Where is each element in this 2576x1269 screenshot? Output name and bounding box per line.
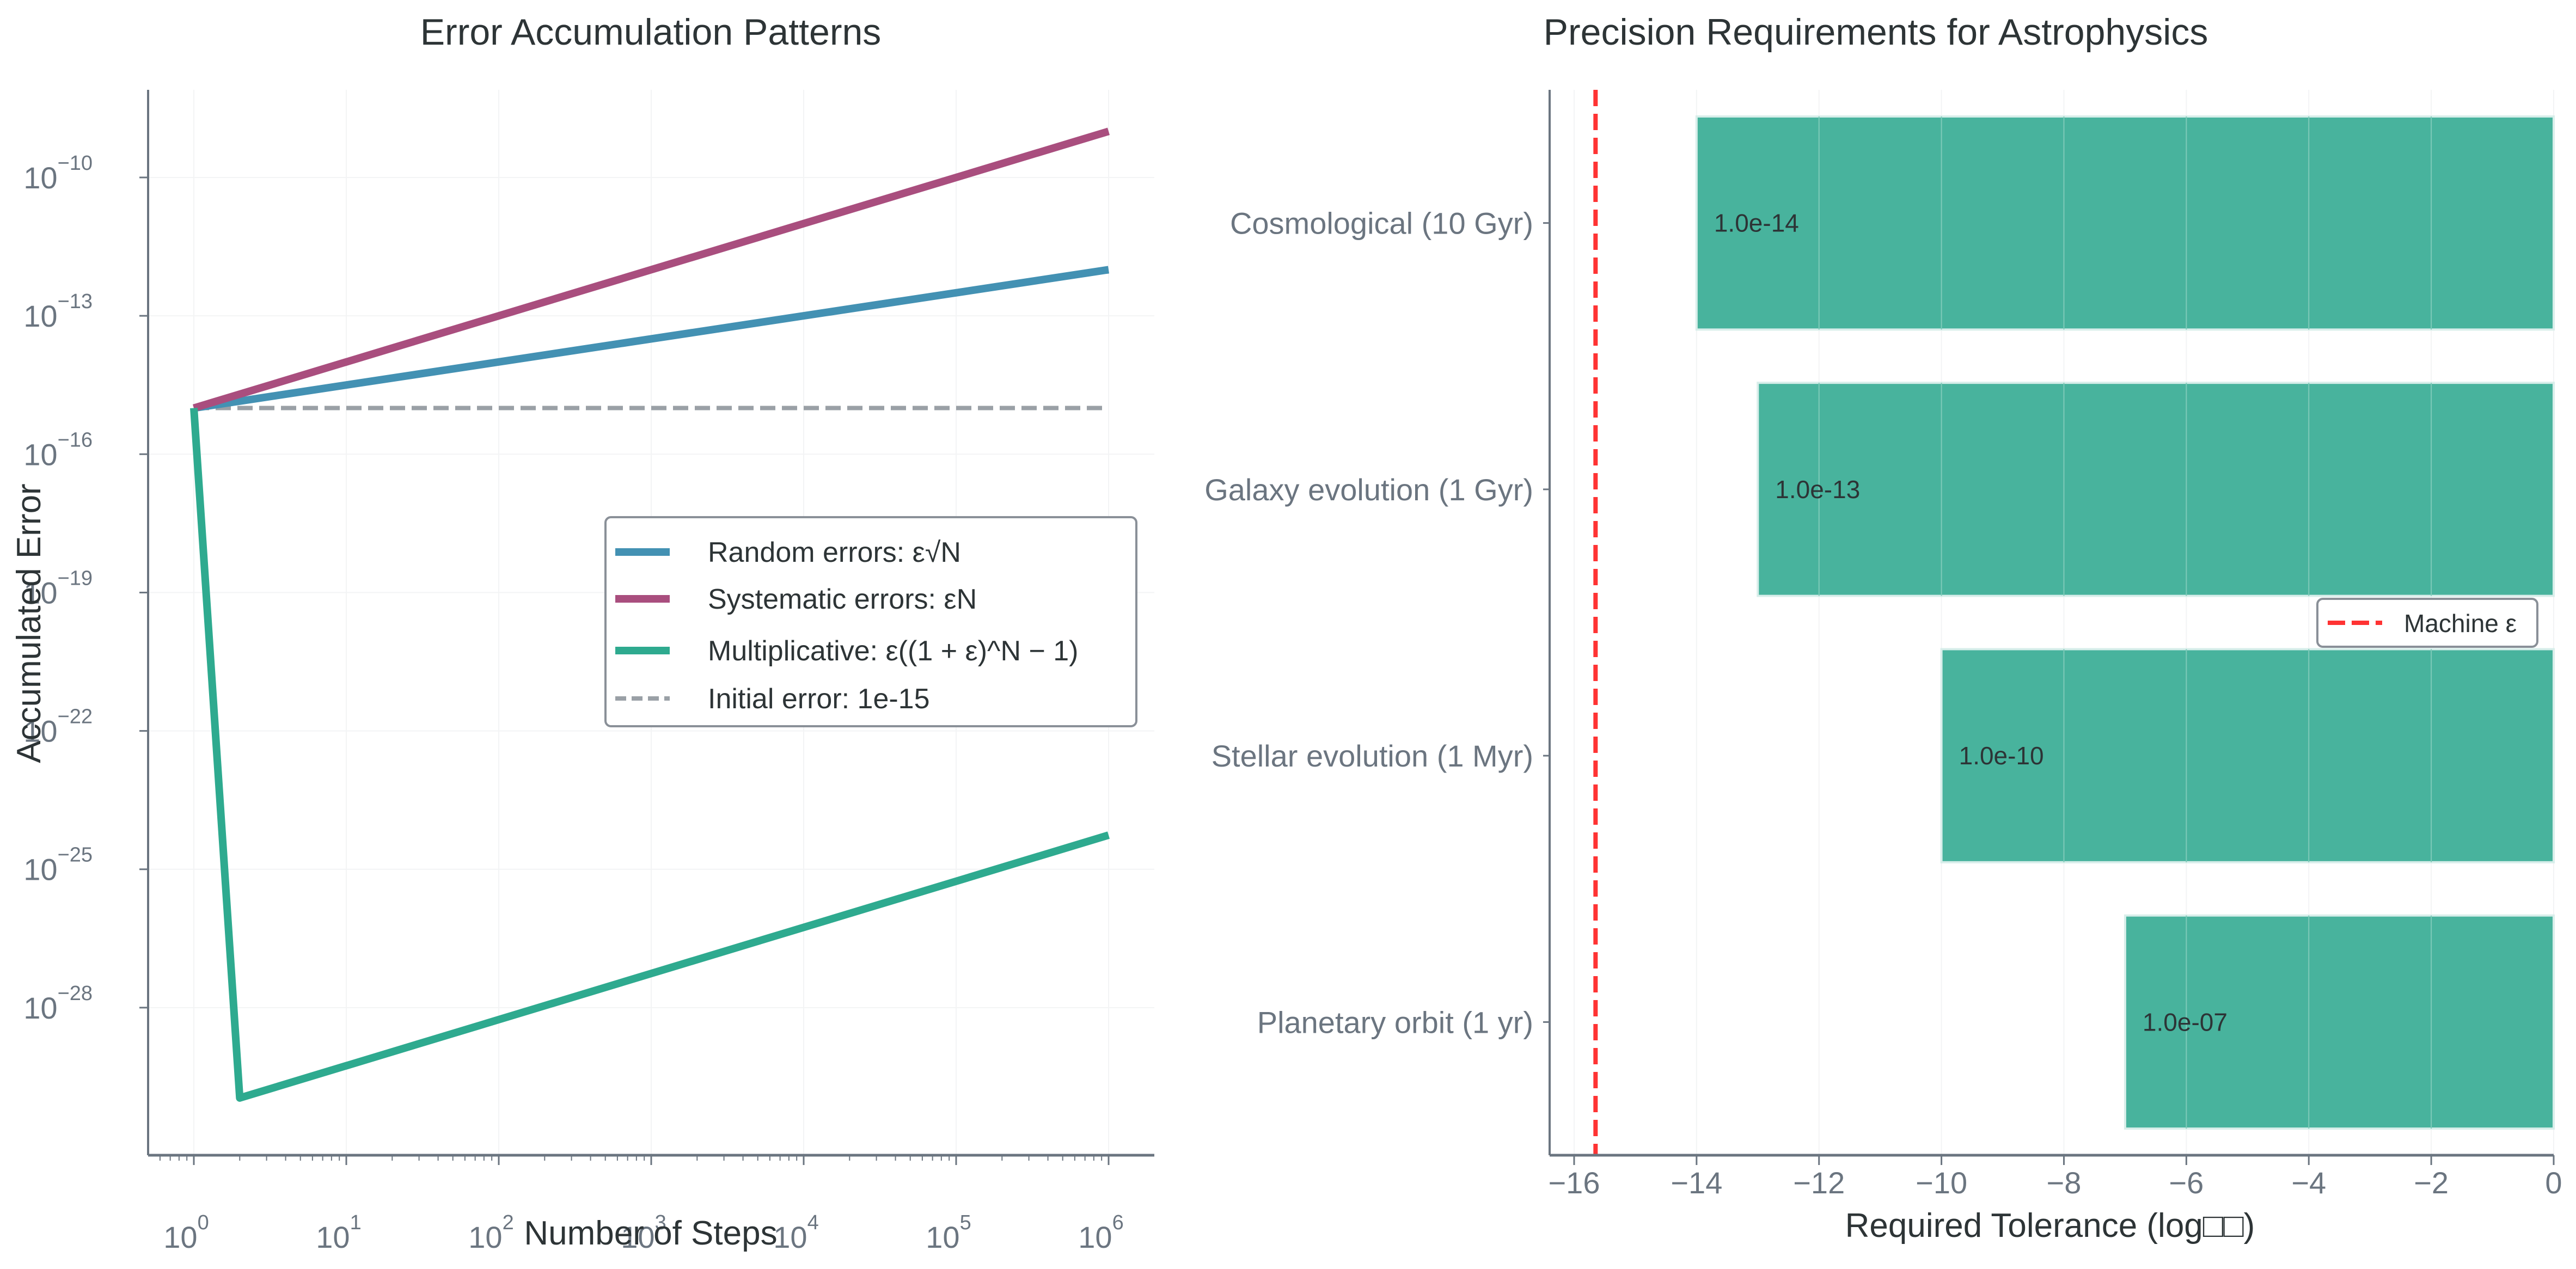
bar-0 [1695,115,2555,331]
right-bars: 1.0e-14 1.0e-13 1.0e-10 1.0e-07 [1695,115,2555,1130]
left-series-lines [190,127,1110,1102]
y-tick-label: 10−16 [23,428,93,471]
y-tick-label: 10−25 [23,844,93,887]
x-tick-label: 104 [773,1211,818,1254]
y-tick-label: 10−10 [23,152,93,195]
x-tick-label: 103 [621,1211,666,1254]
legend-box [2316,598,2538,648]
x-tick-label: 0 [2545,1166,2562,1200]
bar-3 [2124,914,2555,1130]
x-tick-label: −12 [1793,1166,1845,1200]
y-tick-label: 10−13 [23,290,93,333]
right-x-axis-label: Required Tolerance (log□□) [1845,1207,2255,1245]
x-tick-label: 101 [316,1211,361,1254]
bar-1 [1757,382,2555,597]
bar-value-label: 1.0e-07 [2143,1008,2228,1036]
series-line-1 [192,127,1110,412]
right-legend: Machine ε [2316,598,2538,648]
legend-label: Multiplicative: ε((1 + ε)^N − 1) [708,635,1079,667]
category-label: Stellar evolution (1 Myr) [1211,739,1533,773]
category-label: Galaxy evolution (1 Gyr) [1204,473,1533,507]
x-tick-label: 102 [468,1211,513,1254]
y-tick-label: 10−19 [23,567,93,610]
bar-value-label: 1.0e-10 [1959,741,2044,770]
left-y-ticks: 10−10 10−13 10−16 10−19 10−22 10−25 10−28 [23,152,148,1025]
left-x-ticks: 100 101 102 103 104 105 106 [159,1155,1124,1254]
bar-value-label: 1.0e-14 [1714,209,1799,237]
left-legend: Random errors: ε√N Systematic errors: εN M… [604,516,1137,727]
bar-value-label: 1.0e-13 [1775,475,1860,504]
x-tick-label: −8 [2047,1166,2082,1200]
x-tick-label: −10 [1916,1166,1967,1200]
right-x-ticks: −16 −14 −12 −10 −8 −6 −4 −2 0 [1548,1155,2562,1200]
legend-label: Random errors: ε√N [708,537,961,568]
x-tick-label: 106 [1078,1211,1123,1254]
legend-label-machine-epsilon: Machine ε [2404,609,2517,637]
left-x-axis-label: Number of Steps [524,1215,777,1252]
right-chart-title: Precision Requirements for Astrophysics [1544,11,2208,53]
x-tick-label: −4 [2291,1166,2326,1200]
precision-requirements-chart: Precision Requirements for Astrophysics … [1204,11,2562,1245]
legend-label: Initial error: 1e-15 [708,683,930,715]
legend-box [604,516,1137,727]
x-tick-label: 105 [926,1211,971,1254]
x-tick-label: −14 [1671,1166,1722,1200]
category-label: Cosmological (10 Gyr) [1230,206,1533,241]
right-y-ticks: Cosmological (10 Gyr) Galaxy evolution (1… [1204,206,1550,1039]
series-line-2 [190,408,1110,1102]
legend-label: Systematic errors: εN [708,584,977,615]
error-accumulation-chart: Error Accumulation Patterns 100 101 102 103… [10,11,1154,1254]
y-tick-label: 10−28 [23,982,93,1025]
x-tick-label: −2 [2414,1166,2449,1200]
x-tick-label: −6 [2169,1166,2204,1200]
y-tick-label: 10−22 [23,706,93,749]
left-y-axis-label: Accumulated Error [10,483,48,763]
x-tick-label: 100 [163,1211,209,1254]
bar-2 [1940,648,2555,863]
left-chart-title: Error Accumulation Patterns [420,11,882,53]
category-label: Planetary orbit (1 yr) [1257,1005,1533,1039]
series-line-0 [193,266,1110,412]
x-tick-label: −16 [1548,1166,1600,1200]
